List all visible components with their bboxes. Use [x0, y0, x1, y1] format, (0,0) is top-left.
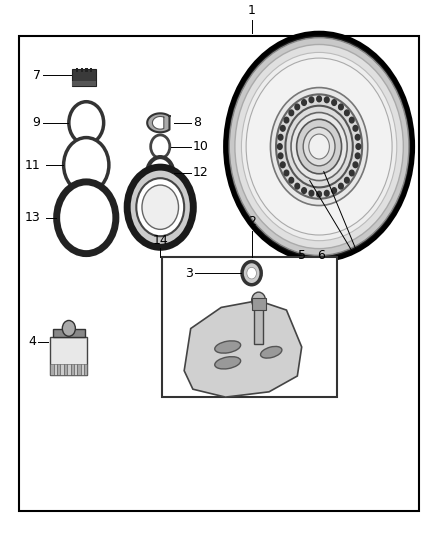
Text: 9: 9	[33, 116, 41, 130]
Circle shape	[317, 191, 321, 197]
Circle shape	[136, 178, 184, 236]
Circle shape	[317, 96, 321, 102]
Circle shape	[353, 162, 358, 167]
Circle shape	[339, 104, 343, 110]
Bar	[85, 68, 88, 72]
Circle shape	[286, 106, 353, 188]
Circle shape	[302, 100, 307, 106]
Circle shape	[142, 185, 179, 229]
Circle shape	[280, 162, 285, 167]
Circle shape	[277, 144, 282, 149]
Circle shape	[229, 38, 409, 255]
Circle shape	[325, 97, 329, 103]
Bar	[74, 364, 77, 375]
Ellipse shape	[215, 341, 240, 353]
Bar	[76, 68, 78, 72]
Text: 1: 1	[248, 4, 256, 17]
Circle shape	[69, 102, 104, 144]
Circle shape	[278, 153, 283, 159]
Polygon shape	[184, 301, 302, 397]
Circle shape	[355, 134, 360, 140]
Bar	[50, 337, 87, 375]
Circle shape	[147, 157, 173, 189]
Circle shape	[295, 183, 300, 189]
Circle shape	[127, 167, 193, 247]
Bar	[77, 364, 81, 375]
Circle shape	[291, 112, 347, 181]
Text: 5: 5	[298, 249, 306, 262]
Bar	[90, 68, 92, 72]
Text: 3: 3	[185, 266, 193, 280]
Text: 7: 7	[32, 69, 41, 82]
Circle shape	[252, 292, 265, 309]
Text: 12: 12	[193, 166, 208, 180]
Circle shape	[284, 117, 289, 123]
Ellipse shape	[215, 357, 240, 369]
Bar	[50, 364, 54, 375]
Ellipse shape	[261, 346, 282, 358]
Bar	[81, 68, 83, 72]
Text: 14: 14	[152, 233, 168, 247]
Circle shape	[289, 177, 293, 183]
Circle shape	[270, 87, 368, 206]
Circle shape	[280, 125, 285, 131]
Circle shape	[356, 144, 361, 149]
Circle shape	[276, 94, 362, 199]
Bar	[72, 80, 96, 86]
Circle shape	[302, 188, 307, 193]
Text: 13: 13	[25, 211, 41, 224]
Circle shape	[345, 110, 349, 116]
Bar	[60, 364, 64, 375]
Text: 10: 10	[193, 140, 209, 153]
Polygon shape	[147, 114, 170, 132]
Bar	[54, 364, 57, 375]
Circle shape	[241, 52, 397, 241]
Circle shape	[151, 135, 170, 158]
Circle shape	[309, 190, 314, 196]
Circle shape	[226, 33, 413, 260]
Circle shape	[278, 134, 283, 140]
Circle shape	[309, 134, 329, 159]
Bar	[81, 364, 84, 375]
Text: 2: 2	[248, 215, 256, 228]
Circle shape	[355, 153, 360, 159]
Circle shape	[62, 320, 75, 336]
Circle shape	[295, 104, 300, 110]
Text: 8: 8	[193, 116, 201, 130]
Bar	[84, 364, 87, 375]
Bar	[67, 364, 71, 375]
Circle shape	[246, 58, 392, 235]
Bar	[57, 364, 60, 375]
Text: 6: 6	[318, 249, 325, 262]
Bar	[254, 302, 263, 344]
Circle shape	[345, 177, 349, 183]
Circle shape	[332, 188, 336, 193]
Circle shape	[353, 125, 358, 131]
Bar	[72, 69, 96, 86]
Text: 11: 11	[25, 158, 41, 172]
Bar	[53, 329, 85, 337]
Circle shape	[303, 127, 335, 166]
Circle shape	[289, 110, 293, 116]
Bar	[64, 364, 67, 375]
Circle shape	[297, 119, 342, 174]
Circle shape	[309, 97, 314, 103]
Circle shape	[235, 44, 403, 248]
Circle shape	[332, 100, 336, 106]
Circle shape	[57, 182, 116, 254]
Text: 4: 4	[28, 335, 36, 348]
Circle shape	[64, 138, 109, 192]
Circle shape	[350, 117, 354, 123]
Circle shape	[339, 183, 343, 189]
Bar	[162, 257, 336, 397]
Bar	[71, 364, 74, 375]
Circle shape	[242, 262, 261, 285]
Circle shape	[325, 190, 329, 196]
Circle shape	[284, 170, 289, 176]
Polygon shape	[152, 117, 164, 129]
Bar	[252, 298, 265, 310]
Circle shape	[350, 170, 354, 176]
Circle shape	[247, 268, 256, 279]
